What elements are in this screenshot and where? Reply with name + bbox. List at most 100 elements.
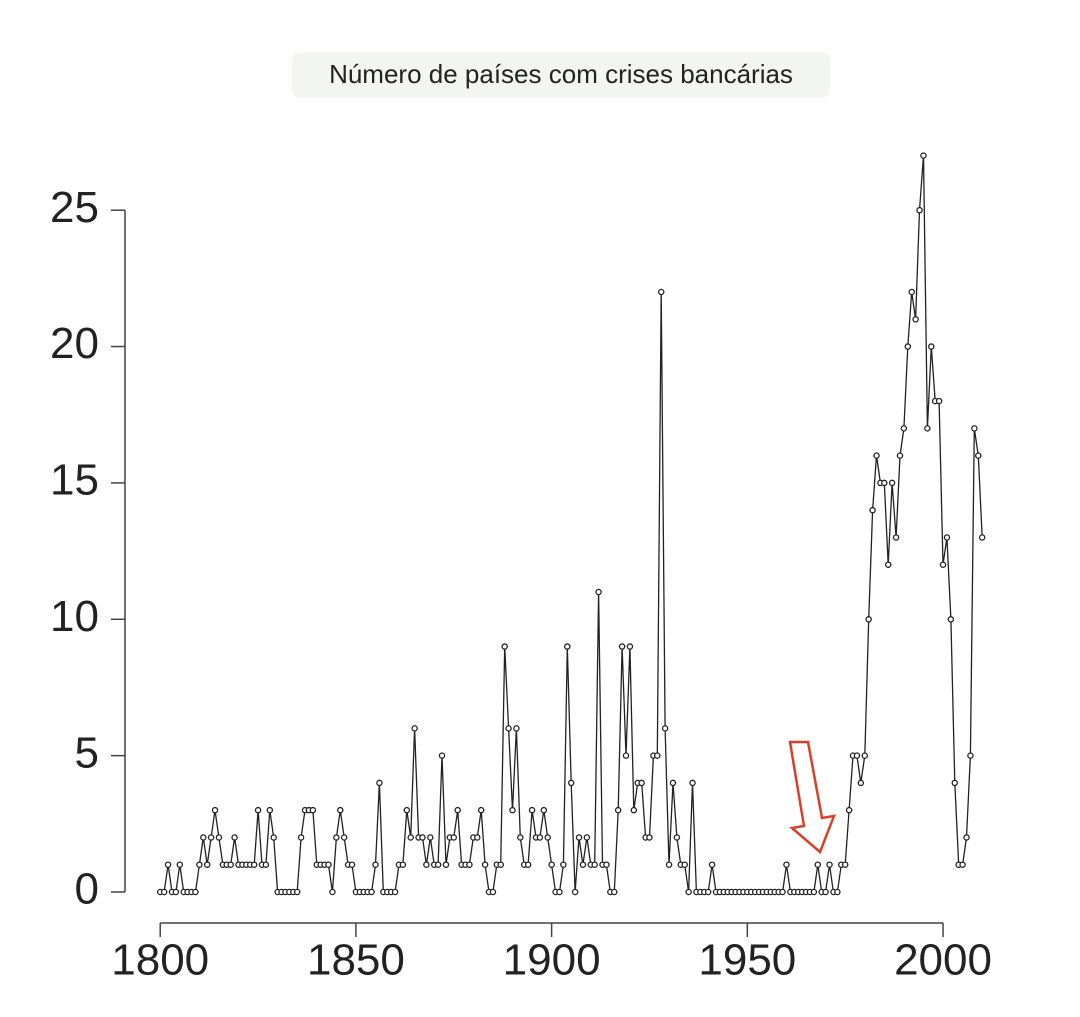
data-point bbox=[564, 643, 571, 650]
data-point bbox=[689, 779, 696, 787]
y-tick-label: 25 bbox=[50, 183, 99, 232]
data-point bbox=[505, 725, 512, 732]
data-point bbox=[536, 834, 544, 841]
data-point bbox=[176, 861, 184, 868]
data-point bbox=[916, 206, 923, 214]
data-point bbox=[869, 506, 876, 514]
data-point bbox=[192, 888, 199, 896]
data-point bbox=[920, 152, 927, 159]
data-point bbox=[810, 888, 818, 896]
data-point bbox=[250, 861, 258, 868]
y-tick-label: 15 bbox=[50, 456, 99, 505]
data-point bbox=[665, 861, 673, 868]
data-point bbox=[266, 806, 274, 814]
data-point bbox=[207, 834, 215, 841]
x-tick-label: 1850 bbox=[307, 936, 405, 985]
data-point bbox=[481, 861, 489, 868]
x-tick-label: 1800 bbox=[111, 936, 209, 985]
data-point bbox=[959, 861, 966, 868]
data-point bbox=[924, 425, 931, 432]
x-tick-label: 1950 bbox=[698, 936, 796, 985]
data-point bbox=[963, 834, 970, 841]
data-point bbox=[892, 534, 900, 541]
data-point bbox=[657, 288, 665, 296]
data-point bbox=[603, 861, 610, 868]
data-point bbox=[474, 834, 481, 841]
data-point bbox=[477, 806, 485, 814]
data-point bbox=[438, 752, 446, 759]
data-point bbox=[661, 725, 669, 732]
data-point bbox=[708, 861, 716, 868]
data-point bbox=[427, 834, 434, 841]
data-point bbox=[489, 888, 497, 896]
data-point bbox=[681, 861, 688, 868]
x-tick-label: 2000 bbox=[894, 936, 992, 985]
data-point bbox=[293, 888, 301, 896]
data-point bbox=[630, 806, 638, 814]
data-point bbox=[571, 888, 579, 896]
data-point bbox=[896, 452, 904, 459]
data-point bbox=[861, 752, 869, 759]
data-point bbox=[888, 479, 896, 487]
data-point bbox=[548, 861, 555, 868]
data-point bbox=[865, 616, 872, 623]
data-point bbox=[372, 861, 379, 868]
data-point bbox=[333, 834, 340, 841]
data-point bbox=[442, 861, 450, 868]
data-point bbox=[329, 888, 336, 896]
data-point bbox=[517, 834, 524, 841]
x-tick-label: 1900 bbox=[503, 936, 601, 985]
data-point bbox=[943, 534, 951, 541]
data-point bbox=[497, 861, 504, 868]
data-point bbox=[262, 861, 270, 868]
data-point bbox=[826, 861, 833, 868]
data-point bbox=[622, 752, 630, 759]
data-point bbox=[227, 861, 234, 868]
data-point bbox=[556, 888, 563, 896]
data-point bbox=[618, 643, 626, 650]
data-point bbox=[783, 861, 790, 868]
data-point bbox=[450, 834, 458, 841]
data-point bbox=[403, 806, 411, 814]
data-point bbox=[399, 861, 407, 868]
data-point bbox=[309, 806, 317, 814]
data-point bbox=[376, 779, 383, 787]
data-point bbox=[368, 888, 375, 896]
data-point bbox=[419, 834, 426, 841]
data-point bbox=[466, 861, 473, 868]
data-point bbox=[669, 779, 677, 787]
data-point bbox=[513, 725, 520, 732]
data-point bbox=[270, 834, 277, 841]
chart-title: Número de países com crises bancárias bbox=[329, 59, 793, 89]
data-point bbox=[873, 452, 880, 459]
data-point bbox=[172, 888, 180, 896]
data-point bbox=[614, 806, 622, 814]
data-point bbox=[685, 888, 692, 896]
data-point bbox=[908, 288, 915, 296]
data-point bbox=[454, 806, 461, 814]
data-point bbox=[579, 861, 587, 868]
data-point bbox=[646, 834, 653, 841]
data-point bbox=[297, 834, 305, 841]
title-box bbox=[292, 52, 830, 98]
data-point bbox=[900, 425, 908, 432]
data-point bbox=[841, 861, 849, 868]
data-point bbox=[779, 888, 786, 896]
data-point bbox=[501, 643, 508, 650]
data-point bbox=[583, 834, 591, 841]
data-point bbox=[975, 452, 982, 459]
data-point bbox=[595, 588, 602, 596]
data-point bbox=[881, 479, 888, 487]
data-point bbox=[654, 752, 661, 759]
data-point bbox=[967, 752, 974, 759]
data-point bbox=[524, 861, 532, 868]
data-point bbox=[544, 834, 551, 841]
data-point bbox=[337, 806, 344, 814]
data-point bbox=[704, 888, 712, 896]
data-point bbox=[196, 861, 203, 868]
data-point bbox=[411, 725, 418, 732]
data-point bbox=[822, 888, 829, 896]
data-point bbox=[935, 397, 943, 405]
data-point bbox=[203, 861, 211, 868]
